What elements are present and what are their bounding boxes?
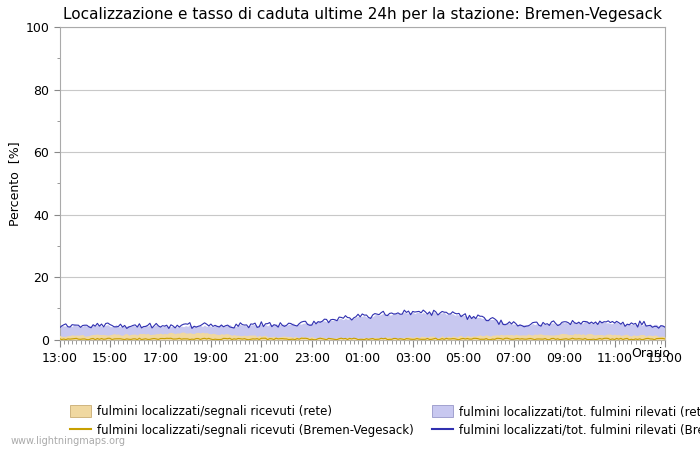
Y-axis label: Percento  [%]: Percento [%] xyxy=(8,141,21,226)
Legend: fulmini localizzati/segnali ricevuti (rete), fulmini localizzati/segnali ricevut: fulmini localizzati/segnali ricevuti (re… xyxy=(65,400,700,442)
Text: Orario: Orario xyxy=(631,347,670,360)
Text: www.lightningmaps.org: www.lightningmaps.org xyxy=(10,436,125,446)
Title: Localizzazione e tasso di caduta ultime 24h per la stazione: Bremen-Vegesack: Localizzazione e tasso di caduta ultime … xyxy=(63,7,662,22)
